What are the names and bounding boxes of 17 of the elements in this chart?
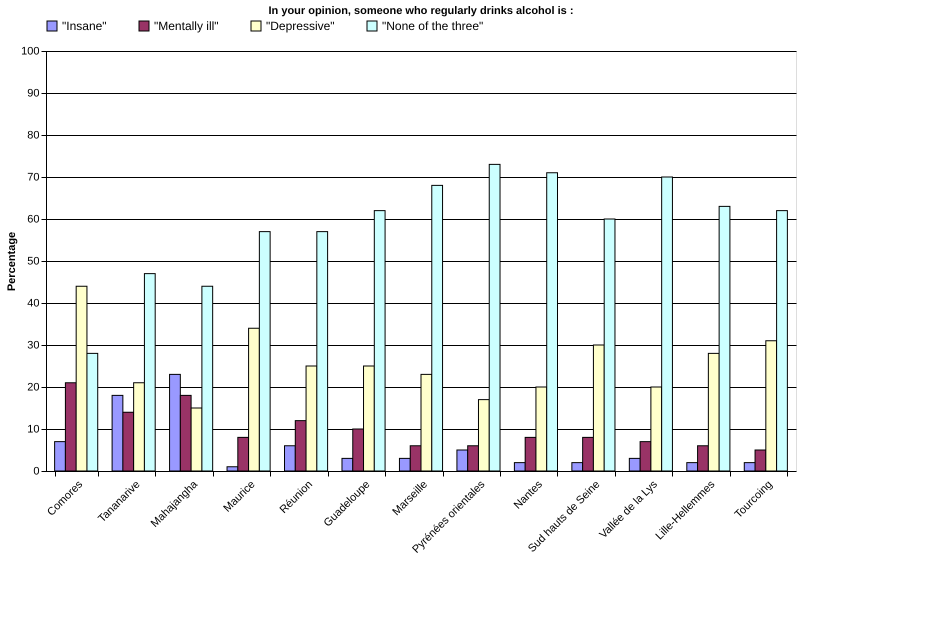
- y-tick-label: 10: [27, 424, 40, 436]
- legend-label: "Insane": [62, 19, 107, 33]
- chart-title: In your opinion, someone who regularly drinks alcohol is :: [268, 5, 574, 17]
- y-tick-label: 80: [27, 130, 40, 142]
- y-tick-label: 60: [27, 214, 40, 226]
- legend-label: "Mentally ill": [154, 19, 219, 33]
- y-tick-label: 50: [27, 256, 40, 268]
- y-tick-label: 90: [27, 88, 40, 100]
- y-tick-label: 20: [27, 382, 40, 394]
- y-axis-title: Percentage: [6, 232, 18, 292]
- y-tick-label: 100: [21, 46, 40, 58]
- legend-label: "Depressive": [266, 19, 335, 33]
- y-tick-label: 30: [27, 340, 40, 352]
- legend-label: "None of the three": [382, 19, 484, 33]
- y-tick-label: 70: [27, 172, 40, 184]
- y-tick-label: 40: [27, 298, 40, 310]
- y-tick-label: 0: [33, 466, 40, 478]
